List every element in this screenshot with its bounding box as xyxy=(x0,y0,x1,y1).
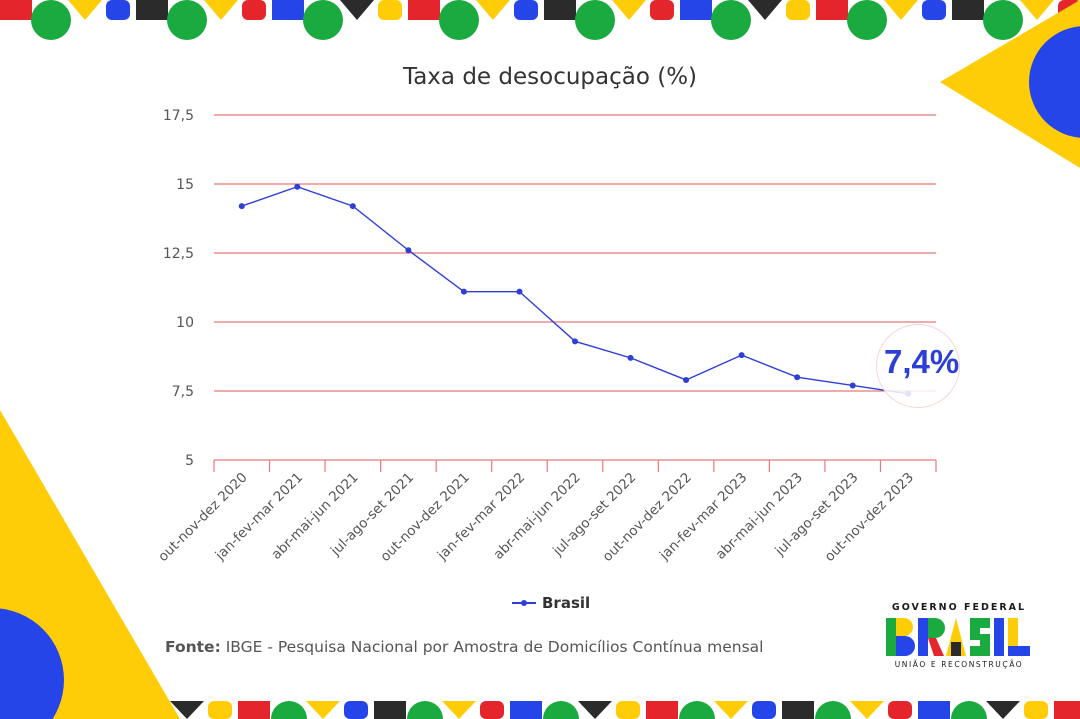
data-point[interactable] xyxy=(572,338,578,345)
pattern-tile xyxy=(167,0,207,40)
y-axis: 5 7,5 10 12,5 15 17,5 xyxy=(163,108,194,469)
pattern-tile xyxy=(711,0,751,40)
pattern-tile xyxy=(714,701,748,719)
pattern-tile xyxy=(1020,0,1054,20)
pattern-tile xyxy=(514,0,538,20)
data-point[interactable] xyxy=(794,374,801,381)
pattern-tile xyxy=(748,0,782,20)
pattern-tile xyxy=(378,0,402,20)
pattern-tile xyxy=(208,701,232,719)
pattern-tile xyxy=(543,701,579,719)
pattern-tile xyxy=(31,0,71,40)
pattern-tile xyxy=(204,0,238,20)
pattern-tile xyxy=(407,701,443,719)
pattern-tile xyxy=(344,701,368,719)
pattern-tile xyxy=(510,701,542,719)
top-pattern-strip xyxy=(0,0,1080,40)
data-point[interactable] xyxy=(849,382,856,389)
pattern-tile xyxy=(612,0,646,20)
pattern-tile xyxy=(575,0,615,40)
pattern-tile xyxy=(0,0,32,20)
pattern-tile xyxy=(303,0,343,40)
y-tick-label: 5 xyxy=(185,453,194,469)
pattern-tile xyxy=(242,0,266,20)
pattern-tile xyxy=(850,701,884,719)
y-tick-label: 7,5 xyxy=(172,384,194,400)
pattern-tile xyxy=(679,701,715,719)
logo-bottom-text: UNIÃO E RECONSTRUÇÃO xyxy=(894,660,1024,669)
series-line xyxy=(241,186,909,395)
pattern-tile xyxy=(650,0,674,20)
pattern-tile xyxy=(439,0,479,40)
pattern-tile xyxy=(680,0,712,20)
source-label: Fonte: xyxy=(165,638,221,656)
pattern-tile xyxy=(782,701,814,719)
callout-circle xyxy=(876,324,960,408)
pattern-tile xyxy=(752,701,776,719)
pattern-tile xyxy=(136,0,168,20)
pattern-tile xyxy=(847,0,887,40)
pattern-tile xyxy=(68,0,102,20)
data-point[interactable] xyxy=(516,288,523,295)
y-tick-label: 10 xyxy=(176,315,194,331)
callout-value: 7,4% xyxy=(884,343,960,380)
data-point[interactable] xyxy=(627,354,634,361)
legend[interactable]: Brasil xyxy=(512,594,590,612)
pattern-tile xyxy=(888,701,912,719)
data-point[interactable] xyxy=(294,183,301,190)
pattern-tile xyxy=(922,0,946,20)
pattern-tile xyxy=(786,0,810,20)
chart-title: Taxa de desocupação (%) xyxy=(402,64,698,90)
data-point[interactable] xyxy=(238,203,245,210)
pattern-tile xyxy=(616,701,640,719)
pattern-tile xyxy=(374,701,406,719)
gridlines xyxy=(214,114,936,461)
data-point[interactable] xyxy=(405,247,412,254)
logo-top-text: GOVERNO FEDERAL xyxy=(891,602,1027,613)
pattern-tile xyxy=(884,0,918,20)
pattern-tile xyxy=(1054,701,1080,719)
pattern-tile xyxy=(646,701,678,719)
data-point[interactable] xyxy=(738,352,745,359)
data-point[interactable] xyxy=(683,376,690,383)
pattern-tile xyxy=(480,701,504,719)
pattern-tile xyxy=(986,701,1020,719)
pattern-tile xyxy=(408,0,440,20)
pattern-tile xyxy=(442,701,476,719)
pattern-tile xyxy=(238,701,270,719)
pattern-tile xyxy=(476,0,510,20)
pattern-tile xyxy=(306,701,340,719)
source-note: Fonte: IBGE - Pesquisa Nacional por Amos… xyxy=(165,638,763,656)
pattern-tile xyxy=(340,0,374,20)
pattern-tile xyxy=(815,701,851,719)
series-brasil xyxy=(238,183,912,397)
pattern-tile xyxy=(544,0,576,20)
governo-federal-logo: GOVERNO FEDERAL UNIÃO E RECONSTRUÇÃO xyxy=(884,602,1054,669)
data-point[interactable] xyxy=(349,203,356,210)
legend-label: Brasil xyxy=(542,594,591,612)
pattern-tile xyxy=(1024,701,1048,719)
brasil-wordmark xyxy=(886,618,1030,656)
pattern-tile xyxy=(578,701,612,719)
pattern-tile xyxy=(271,701,307,719)
pattern-tile xyxy=(816,0,848,20)
legend-line-marker-icon xyxy=(512,596,536,610)
pattern-tile xyxy=(951,701,987,719)
source-text: IBGE - Pesquisa Nacional por Amostra de … xyxy=(225,638,764,656)
pattern-tile xyxy=(952,0,984,20)
data-point[interactable] xyxy=(460,288,467,295)
bottom-left-flag-shape xyxy=(0,410,180,719)
y-tick-label: 12,5 xyxy=(163,246,194,262)
pattern-tile xyxy=(272,0,304,20)
pattern-tile xyxy=(918,701,950,719)
y-tick-label: 17,5 xyxy=(163,108,194,124)
y-tick-label: 15 xyxy=(176,177,194,193)
top-right-flag-shape xyxy=(940,0,1080,168)
pattern-tile xyxy=(983,0,1023,40)
pattern-tile xyxy=(106,0,130,20)
pattern-tile xyxy=(170,701,204,719)
